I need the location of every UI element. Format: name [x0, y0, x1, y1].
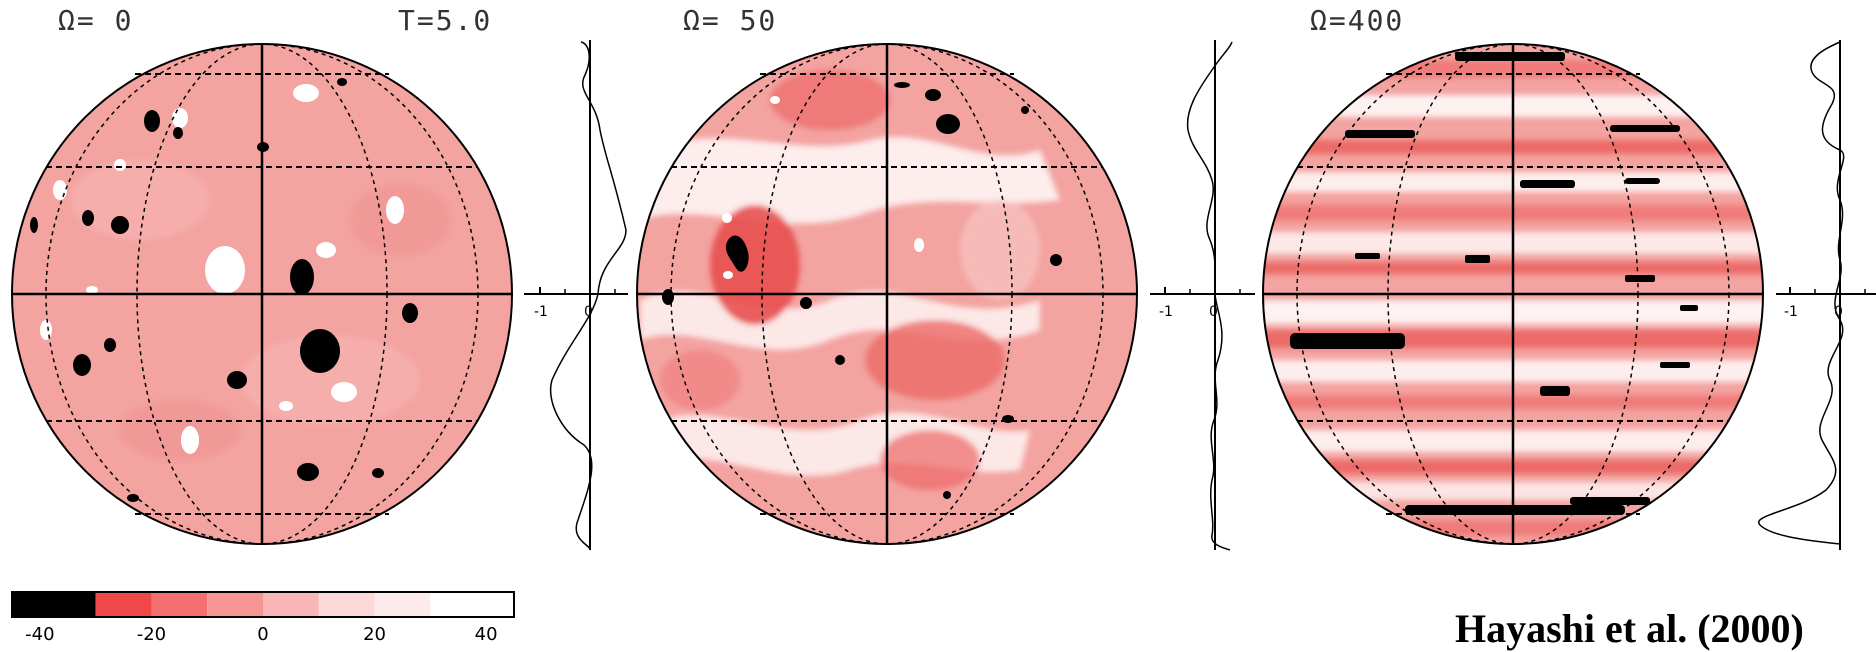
colorbar-tick-label: 40	[475, 624, 498, 643]
omega-label: Ω=400	[1310, 4, 1404, 37]
negative-vortices	[30, 78, 418, 502]
profile-tick-zero: 0	[1834, 304, 1843, 320]
colorbar-tick-label: 0	[257, 624, 268, 643]
profile-tick-zero: 0	[584, 304, 593, 320]
profile-tick-min: -1	[534, 304, 548, 320]
profile-tick-min: -1	[1159, 304, 1173, 320]
colorbar-ticks: -40 -20 0 20 40	[25, 624, 497, 643]
sphere-grid	[636, 43, 1138, 545]
colorbar-tick-label: -40	[25, 624, 54, 643]
colorbar-band	[207, 592, 263, 617]
profile-curve	[1757, 41, 1845, 545]
zonal-mean-profile: -1 0	[524, 40, 628, 551]
colorbar-bands	[12, 592, 514, 617]
colorbar: -40 -20 0 20 40	[11, 591, 515, 643]
positive-vortices	[722, 96, 924, 279]
colorbar-tick-label: 20	[363, 624, 386, 643]
zonal-mean-profile: -1 0	[1757, 40, 1876, 550]
colorbar-band	[12, 592, 96, 617]
colorbar-band	[95, 592, 152, 617]
omega-label: Ω= 0	[58, 4, 133, 37]
panel-omega-50: Ω= 50	[636, 4, 1255, 551]
citation: Hayashi et al. (2000)	[1455, 606, 1804, 651]
sphere-grid	[11, 43, 513, 545]
colorbar-band	[318, 592, 375, 617]
profile-tick-zero: 0	[1209, 304, 1218, 320]
negative-vortices	[1290, 52, 1698, 515]
panel-omega-400: Ω=400	[1262, 4, 1876, 550]
omega-label: Ω= 50	[683, 4, 777, 37]
colorbar-band	[263, 592, 319, 617]
colorbar-band	[430, 592, 514, 617]
colorbar-band	[374, 592, 431, 617]
colorbar-tick-label: -20	[137, 624, 166, 643]
sphere-grid	[1262, 43, 1764, 545]
zonal-mean-profile: -1 0	[1150, 40, 1255, 551]
positive-vortices	[40, 84, 404, 454]
panel-omega-0: Ω= 0 T=5.0	[11, 4, 628, 551]
negative-vortices	[662, 82, 1062, 499]
time-label: T=5.0	[398, 4, 492, 37]
profile-curve	[1186, 41, 1233, 551]
profile-tick-min: -1	[1784, 304, 1798, 320]
profile-curve	[549, 41, 627, 551]
colorbar-band	[151, 592, 208, 617]
